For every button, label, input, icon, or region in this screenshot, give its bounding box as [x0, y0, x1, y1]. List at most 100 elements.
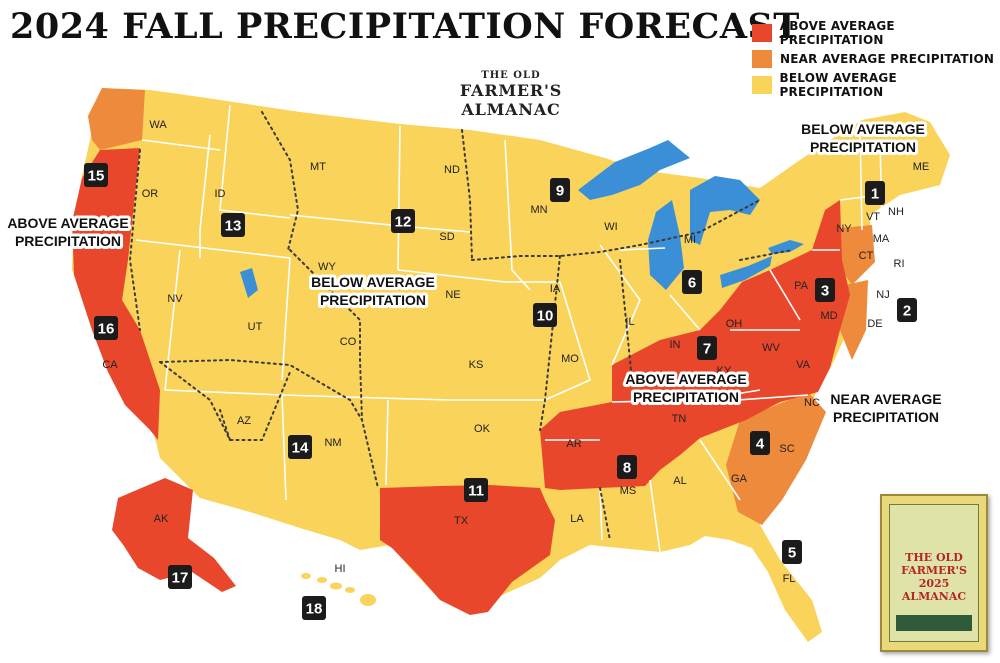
- state-label-ne: NE: [445, 289, 460, 301]
- book-inner-frame: THE OLD FARMER'S 2025 ALMANAC: [889, 504, 979, 642]
- state-label-mn: MN: [530, 204, 547, 216]
- region-badge-15: 15: [84, 163, 108, 187]
- state-labels: WA OR ID MT ND SD WY NE NV UT CO KS CA AZ NM OK TX MN IA MO…: [102, 119, 929, 585]
- state-label-ut: UT: [248, 321, 263, 333]
- region-badge-1: 1: [865, 181, 885, 205]
- state-label-ok: OK: [474, 423, 491, 435]
- state-label-nj: NJ: [876, 289, 889, 301]
- region-boundaries: [128, 111, 793, 541]
- state-label-wi: WI: [604, 221, 617, 233]
- state-label-wa: WA: [149, 119, 167, 131]
- svg-text:BELOW AVERAGE: BELOW AVERAGE: [801, 121, 925, 137]
- state-label-il: IL: [625, 316, 634, 328]
- state-label-va: VA: [796, 359, 811, 371]
- region-badge-16: 16: [94, 316, 118, 340]
- svg-text:PRECIPITATION: PRECIPITATION: [833, 409, 939, 425]
- legend-item-near: NEAR AVERAGE PRECIPITATION: [752, 46, 1000, 72]
- state-label-me: ME: [913, 161, 930, 173]
- state-label-ar: AR: [566, 438, 581, 450]
- state-label-ri: RI: [894, 258, 905, 270]
- legend: ABOVE AVERAGE PRECIPITATION NEAR AVERAGE…: [752, 19, 1000, 99]
- state-label-al: AL: [673, 475, 686, 487]
- region-badge-2: 2: [897, 298, 917, 322]
- state-label-sd: SD: [439, 231, 454, 243]
- region-badge-6: 6: [682, 270, 702, 294]
- svg-text:9: 9: [556, 183, 564, 200]
- svg-text:14: 14: [292, 440, 309, 457]
- region-callouts: BELOW AVERAGE PRECIPITATION BELOW AVERAGE P…: [4, 118, 944, 428]
- svg-text:ABOVE AVERAGE: ABOVE AVERAGE: [7, 215, 128, 231]
- state-label-az: AZ: [237, 415, 251, 427]
- svg-text:PRECIPITATION: PRECIPITATION: [633, 389, 739, 405]
- region-badge-5: 5: [782, 540, 802, 564]
- state-label-tx: TX: [454, 515, 469, 527]
- svg-text:4: 4: [756, 436, 765, 453]
- state-label-ky: KY: [717, 365, 732, 377]
- region-badge-9: 9: [550, 178, 570, 202]
- great-salt-lake: [240, 268, 258, 298]
- svg-text:ABOVE AVERAGE: ABOVE AVERAGE: [7, 215, 128, 231]
- region-wa-coast: [88, 88, 145, 150]
- state-label-ak: AK: [154, 513, 169, 525]
- svg-text:12: 12: [395, 214, 412, 231]
- almanac-book-cover: THE OLD FARMER'S 2025 ALMANAC: [880, 494, 988, 652]
- state-label-nv: NV: [167, 293, 183, 305]
- svg-text:5: 5: [788, 545, 796, 562]
- svg-text:18: 18: [306, 601, 323, 618]
- legend-swatch-near: [752, 50, 772, 68]
- svg-text:ABOVE AVERAGE: ABOVE AVERAGE: [625, 371, 746, 387]
- state-label-hi: HI: [335, 563, 346, 575]
- svg-text:PRECIPITATION: PRECIPITATION: [810, 139, 916, 155]
- svg-text:BELOW AVERAGE: BELOW AVERAGE: [311, 274, 435, 290]
- state-label-mt: MT: [310, 161, 326, 173]
- state-label-id: ID: [215, 188, 226, 200]
- state-label-wy: WY: [318, 261, 336, 273]
- region-badge-14: 14: [288, 435, 312, 459]
- above-average-regions: [72, 148, 850, 615]
- region-badge-11: 11: [464, 478, 488, 502]
- state-label-wv: WV: [762, 342, 780, 354]
- alaska: [112, 478, 236, 592]
- svg-text:17: 17: [172, 570, 189, 587]
- state-label-la: LA: [570, 513, 584, 525]
- svg-text:13: 13: [225, 218, 242, 235]
- book-title: THE OLD FARMER'S 2025 ALMANAC: [901, 551, 967, 603]
- state-label-nm: NM: [324, 437, 341, 449]
- state-label-nd: ND: [444, 164, 460, 176]
- state-label-oh: OH: [726, 318, 743, 330]
- svg-text:NEAR AVERAGE: NEAR AVERAGE: [830, 391, 941, 407]
- state-label-tn: TN: [672, 413, 687, 425]
- legend-item-below: BELOW AVERAGE PRECIPITATION: [752, 71, 1000, 99]
- state-label-ma: MA: [873, 233, 890, 245]
- svg-text:2: 2: [903, 303, 911, 320]
- region-badge-8: 8: [617, 455, 637, 479]
- state-borders: [135, 104, 883, 553]
- legend-swatch-below: [752, 76, 772, 94]
- book-bottom-band: [896, 615, 972, 631]
- state-label-ks: KS: [469, 359, 484, 371]
- logo-the-old: THE OLD: [481, 70, 541, 81]
- legend-label-above: ABOVE AVERAGE PRECIPITATION: [779, 19, 895, 47]
- svg-text:PRECIPITATION: PRECIPITATION: [320, 292, 426, 308]
- svg-text:NEAR AVERAGE: NEAR AVERAGE: [830, 391, 941, 407]
- state-label-fl: FL: [783, 573, 796, 585]
- almanac-logo: THE OLD FARMER'S ALMANAC: [418, 70, 604, 119]
- svg-text:PRECIPITATION: PRECIPITATION: [15, 233, 121, 249]
- region-badge-3: 3: [815, 278, 835, 302]
- svg-text:PRECIPITATION: PRECIPITATION: [320, 292, 426, 308]
- page-title: 2024 FALL PRECIPITATION FORECAST: [10, 6, 800, 47]
- state-label-ia: IA: [550, 283, 561, 295]
- region-badge-17: 17: [168, 565, 192, 589]
- region-badge-13: 13: [221, 213, 245, 237]
- svg-text:6: 6: [688, 275, 696, 292]
- svg-text:PRECIPITATION: PRECIPITATION: [15, 233, 121, 249]
- state-label-in: IN: [670, 339, 681, 351]
- svg-text:PRECIPITATION: PRECIPITATION: [810, 139, 916, 155]
- state-label-pa: PA: [794, 280, 809, 292]
- state-label-ny: NY: [836, 223, 852, 235]
